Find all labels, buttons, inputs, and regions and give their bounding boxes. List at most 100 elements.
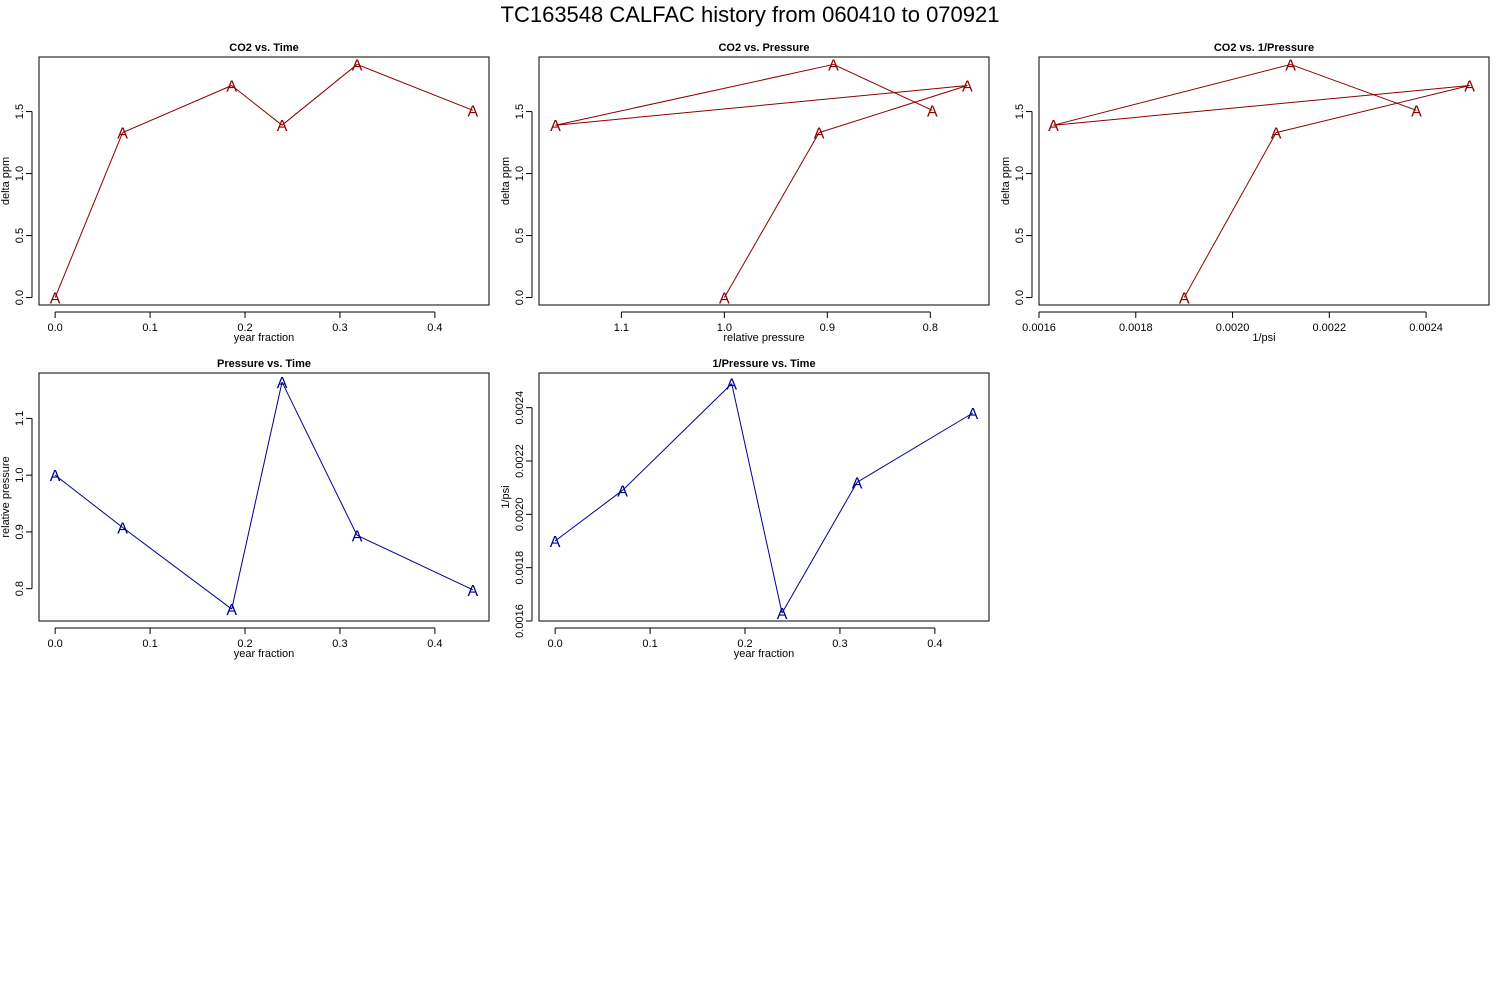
data-point: A bbox=[968, 406, 979, 423]
data-point: A bbox=[277, 375, 288, 392]
y-tick-label: 0.0 bbox=[514, 290, 526, 305]
x-tick-label: 0.0020 bbox=[1216, 322, 1250, 334]
data-point: A bbox=[617, 483, 628, 500]
series-segment bbox=[281, 381, 358, 536]
y-axis-label: delta ppm bbox=[0, 157, 12, 205]
y-tick-label: 0.0020 bbox=[514, 498, 526, 532]
y-axis: 0.0016 0.0018 0.0020 0.0022 0.0024 bbox=[514, 391, 533, 638]
chart-co2-vs-time: CO2 vs. Time 0.0 0.1 0.2 0.3 0.4 year fraction… bbox=[0, 42, 490, 344]
y-tick-label: 0.9 bbox=[14, 524, 26, 539]
data-point: A bbox=[1048, 118, 1059, 135]
series-segment bbox=[1275, 85, 1470, 134]
x-tick-label: 1.1 bbox=[614, 322, 629, 334]
series-segment bbox=[1183, 132, 1277, 298]
data-point: A bbox=[468, 583, 479, 600]
x-tick-label: 0.2 bbox=[737, 638, 752, 650]
series-segment bbox=[555, 63, 834, 126]
x-tick-label: 0.2 bbox=[237, 322, 252, 334]
page-title: TC163548 CALFAC history from 060410 to 0… bbox=[501, 2, 1000, 27]
x-axis-label: year fraction bbox=[734, 648, 795, 660]
y-axis: 0.0 0.5 1.0 1.5 bbox=[1014, 104, 1033, 305]
series-segment bbox=[231, 85, 283, 126]
x-tick-label: 0.0022 bbox=[1312, 322, 1346, 334]
x-tick-label: 0.0024 bbox=[1409, 322, 1443, 334]
x-tick-label: 0.0 bbox=[547, 638, 562, 650]
plot-frame bbox=[38, 372, 490, 622]
y-tick-label: 1.0 bbox=[514, 166, 526, 181]
data-point: A bbox=[1464, 79, 1475, 96]
x-tick-label: 0.4 bbox=[427, 638, 442, 650]
x-tick-label: 0.1 bbox=[142, 638, 157, 650]
x-tick-label: 0.0016 bbox=[1022, 322, 1056, 334]
y-tick-label: 0.0018 bbox=[514, 551, 526, 585]
y-tick-label: 0.5 bbox=[1014, 228, 1026, 243]
data-point: A bbox=[1179, 291, 1190, 308]
x-tick-label: 0.1 bbox=[142, 322, 157, 334]
series-segment bbox=[54, 132, 124, 298]
data-point: A bbox=[550, 118, 561, 135]
data-point: A bbox=[1411, 103, 1422, 120]
plot-frame bbox=[38, 56, 490, 306]
y-tick-label: 0.0 bbox=[1014, 290, 1026, 305]
x-axis-label: relative pressure bbox=[723, 332, 804, 344]
series-segment bbox=[231, 381, 283, 610]
y-tick-label: 1.5 bbox=[14, 104, 26, 119]
chart-pressure-vs-time: Pressure vs. Time 0.0 0.1 0.2 0.3 0.4 year fra… bbox=[0, 358, 490, 660]
y-tick-label: 0.5 bbox=[14, 228, 26, 243]
x-axis-label: 1/psi bbox=[1252, 332, 1275, 344]
x-tick-label: 0.9 bbox=[820, 322, 835, 334]
data-point: A bbox=[777, 606, 788, 623]
x-axis: 0.0 0.1 0.2 0.3 0.4 bbox=[47, 627, 443, 650]
y-tick-label: 0.5 bbox=[514, 228, 526, 243]
y-tick-label: 0.0 bbox=[14, 290, 26, 305]
data-point: A bbox=[828, 57, 839, 74]
data-point: A bbox=[352, 528, 363, 545]
x-axis: 0.0 0.1 0.2 0.3 0.4 bbox=[547, 627, 943, 650]
plot-frame bbox=[1038, 56, 1490, 306]
y-axis-label: relative pressure bbox=[0, 456, 12, 537]
series-segment bbox=[1290, 63, 1417, 111]
series-segment bbox=[622, 383, 733, 491]
y-tick-label: 0.8 bbox=[14, 581, 26, 596]
chart-title: CO2 vs. 1/Pressure bbox=[1214, 42, 1314, 54]
series-segment bbox=[281, 64, 358, 126]
series-segment bbox=[833, 63, 933, 111]
plot-frame bbox=[538, 372, 990, 622]
data-point: A bbox=[719, 291, 730, 308]
y-axis: 0.8 0.9 1.0 1.1 bbox=[14, 411, 33, 596]
chart-co2-vs-pressure: CO2 vs. Pressure 1.1 1.0 0.9 0.8 relative pre… bbox=[500, 42, 990, 344]
data-point: A bbox=[226, 79, 237, 96]
data-point: A bbox=[726, 377, 737, 394]
x-tick-label: 1.0 bbox=[717, 322, 732, 334]
chart-title: CO2 vs. Pressure bbox=[718, 42, 809, 54]
y-tick-label: 0.0024 bbox=[514, 391, 526, 425]
x-axis: 0.0 0.1 0.2 0.3 0.4 bbox=[47, 311, 443, 334]
data-point: A bbox=[852, 475, 863, 492]
y-axis: 0.0 0.5 1.0 1.5 bbox=[514, 104, 533, 305]
x-tick-label: 0.0 bbox=[47, 322, 62, 334]
y-tick-label: 1.1 bbox=[14, 411, 26, 426]
x-axis-label: year fraction bbox=[234, 648, 295, 660]
x-tick-label: 0.0 bbox=[47, 638, 62, 650]
data-point: A bbox=[927, 103, 938, 120]
data-point: A bbox=[1271, 126, 1282, 143]
y-axis-label: 1/psi bbox=[500, 485, 512, 508]
data-point: A bbox=[1285, 57, 1296, 74]
series-segment bbox=[122, 526, 233, 610]
series-segment bbox=[1053, 85, 1470, 126]
series-segment bbox=[356, 534, 474, 591]
series-segment bbox=[356, 63, 474, 111]
series-segment bbox=[731, 383, 783, 614]
x-tick-label: 0.1 bbox=[642, 638, 657, 650]
series-segment bbox=[122, 85, 232, 134]
y-tick-label: 1.5 bbox=[1014, 104, 1026, 119]
chart-title: 1/Pressure vs. Time bbox=[712, 358, 815, 370]
y-tick-label: 1.0 bbox=[14, 468, 26, 483]
y-tick-label: 0.0022 bbox=[514, 444, 526, 478]
x-tick-label: 0.4 bbox=[427, 322, 442, 334]
x-tick-label: 0.4 bbox=[927, 638, 942, 650]
x-tick-label: 0.2 bbox=[237, 638, 252, 650]
x-axis: 1.1 1.0 0.9 0.8 bbox=[614, 311, 938, 334]
